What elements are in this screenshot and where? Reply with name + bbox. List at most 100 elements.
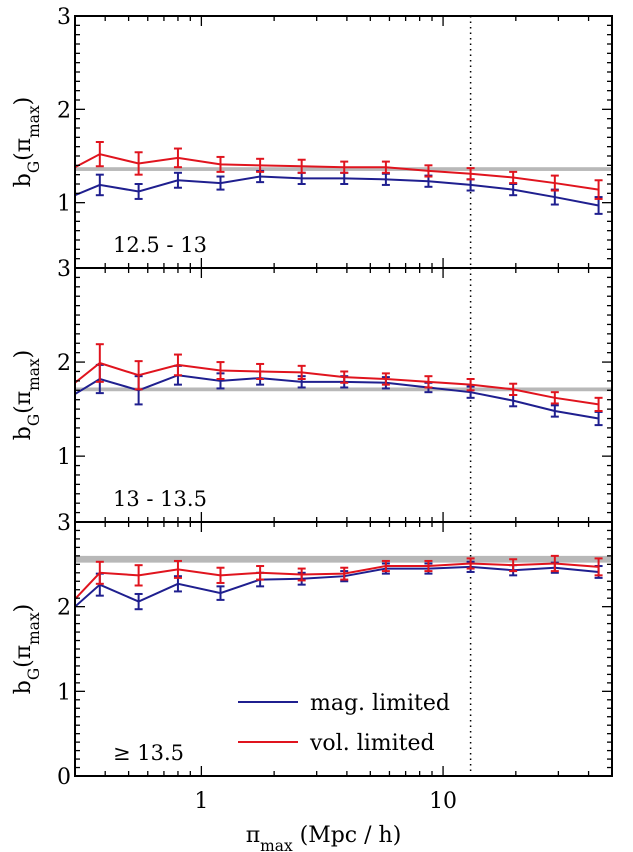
- y-tick-label: 1: [57, 445, 71, 470]
- y-tick-label-part: 2: [57, 351, 71, 376]
- vol-limited-errorbar: [95, 343, 104, 383]
- vol-limited-line: [75, 153, 599, 191]
- vol-limited-errorbar: [173, 559, 182, 579]
- y-tick-label-part: 1: [57, 680, 71, 705]
- panel-frame: [74, 15, 613, 269]
- vol-limited-errorbar: [216, 155, 225, 173]
- vol-limited-errorbar: [466, 378, 475, 392]
- y-tick-label-part: 3: [57, 5, 71, 30]
- mag-limited-errorbar: [134, 183, 143, 200]
- mag-limited-errorbar: [216, 585, 225, 601]
- panel-label: 12.5 - 13: [113, 233, 207, 257]
- y-axis-label-part: max: [25, 612, 43, 645]
- y-axis-label-part: ): [11, 604, 36, 613]
- y-axis-label: bG(πmax): [11, 604, 43, 694]
- panel-label-part: 12.5 - 13: [113, 233, 207, 257]
- y-tick-label: 1: [57, 680, 71, 705]
- vol-limited-errorbar: [509, 170, 518, 185]
- vol-limited-errorbar: [340, 160, 349, 174]
- panel-plot-area: [75, 268, 612, 522]
- y-tick-label-part: 2: [57, 98, 71, 123]
- vol-limited-errorbar: [216, 566, 225, 584]
- vol-limited-errorbar: [509, 558, 518, 573]
- vol-limited-errorbar: [509, 382, 518, 396]
- mag-limited-line: [75, 374, 599, 420]
- vol-limited-errorbar: [550, 174, 559, 192]
- vol-limited-errorbar: [340, 566, 349, 581]
- panel-label-part: 13 - 13.5: [113, 487, 207, 511]
- vol-limited-errorbar: [594, 179, 603, 200]
- panel-frame: [74, 267, 613, 523]
- y-tick-label: 2: [57, 98, 71, 123]
- vol-limited-errorbar: [550, 391, 559, 405]
- y-axis-label-part: ): [11, 97, 36, 106]
- vol-limited-errorbar: [466, 557, 475, 570]
- vol-limited-errorbar: [256, 157, 265, 173]
- x-tick-label-part: 1: [194, 789, 208, 814]
- vol-limited-errorbar: [424, 559, 433, 573]
- y-tick-label-part: 3: [57, 511, 71, 536]
- legend-label-vol-limited-part: vol. limited: [309, 731, 435, 756]
- vol-limited-errorbar: [340, 370, 349, 384]
- vol-limited-errorbar: [381, 160, 390, 174]
- y-axis-label-part: G: [25, 161, 43, 173]
- vol-limited-errorbar: [134, 151, 143, 176]
- y-tick-label-part: 2: [57, 596, 71, 621]
- panel-3: [74, 521, 613, 777]
- y-axis-label-part: max: [25, 358, 43, 391]
- y-axis-label: bG(πmax): [11, 350, 43, 440]
- vol-limited-errorbar: [297, 567, 306, 582]
- y-tick-label: 3: [57, 5, 71, 30]
- x-axis-label-part: max: [260, 837, 293, 852]
- y-tick-label-part: 3: [57, 257, 71, 282]
- legend-label-mag-limited-part: mag. limited: [310, 691, 450, 716]
- y-tick-label-part: 1: [57, 445, 71, 470]
- mag-limited-errorbar: [216, 175, 225, 191]
- y-tick-label: 2: [57, 351, 71, 376]
- y-axis-label: bG(πmax): [11, 97, 43, 187]
- vol-limited-errorbar: [466, 167, 475, 181]
- vol-limited-errorbar: [216, 361, 225, 381]
- mag-limited-errorbar: [550, 404, 559, 418]
- y-axis-label-part: ): [11, 350, 36, 359]
- panel-plot-area: [75, 16, 612, 268]
- panel-1: [74, 15, 613, 269]
- panel-label: 13 - 13.5: [113, 487, 207, 511]
- y-axis-label-part: b: [11, 426, 36, 440]
- x-tick-label: 10: [429, 789, 457, 814]
- y-axis-label-part: (π: [11, 645, 36, 668]
- y-tick-label: 3: [57, 257, 71, 282]
- mag-limited-line: [75, 175, 599, 207]
- vol-limited-errorbar: [297, 158, 306, 174]
- y-axis-label-part: G: [25, 668, 43, 680]
- y-tick-label-part: 0: [57, 765, 71, 790]
- y-axis-label-part: b: [11, 680, 36, 694]
- y-axis-label-part: (π: [11, 391, 36, 414]
- vol-limited-errorbar: [594, 557, 603, 577]
- legend-label-vol-limited: vol. limited: [309, 731, 435, 756]
- vol-limited-line: [75, 562, 599, 600]
- vol-limited-errorbar: [550, 554, 559, 573]
- panel-label: ≥ 13.5: [113, 741, 184, 765]
- reference-band: [75, 555, 612, 563]
- vol-limited-errorbar: [256, 362, 265, 381]
- vol-limited-errorbar: [381, 372, 390, 386]
- vol-limited-line: [75, 361, 599, 406]
- vol-limited-errorbar: [134, 564, 143, 587]
- vol-limited-errorbar: [173, 353, 182, 377]
- panel-2: [74, 267, 613, 523]
- vol-limited-errorbar: [594, 396, 603, 412]
- y-tick-label-part: 1: [57, 192, 71, 217]
- mag-limited-line: [75, 565, 599, 608]
- y-tick-label: 0: [57, 765, 71, 790]
- y-tick-label: 2: [57, 596, 71, 621]
- vol-limited-errorbar: [134, 360, 143, 391]
- vol-limited-errorbar: [381, 559, 390, 573]
- x-axis-label: πmax (Mpc / h): [246, 823, 402, 852]
- panel-plot-area: [75, 522, 612, 776]
- x-axis-label-part: (Mpc / h): [293, 823, 402, 848]
- x-tick-label: 1: [194, 789, 208, 814]
- vol-limited-errorbar: [95, 141, 104, 168]
- reference-band: [75, 387, 612, 392]
